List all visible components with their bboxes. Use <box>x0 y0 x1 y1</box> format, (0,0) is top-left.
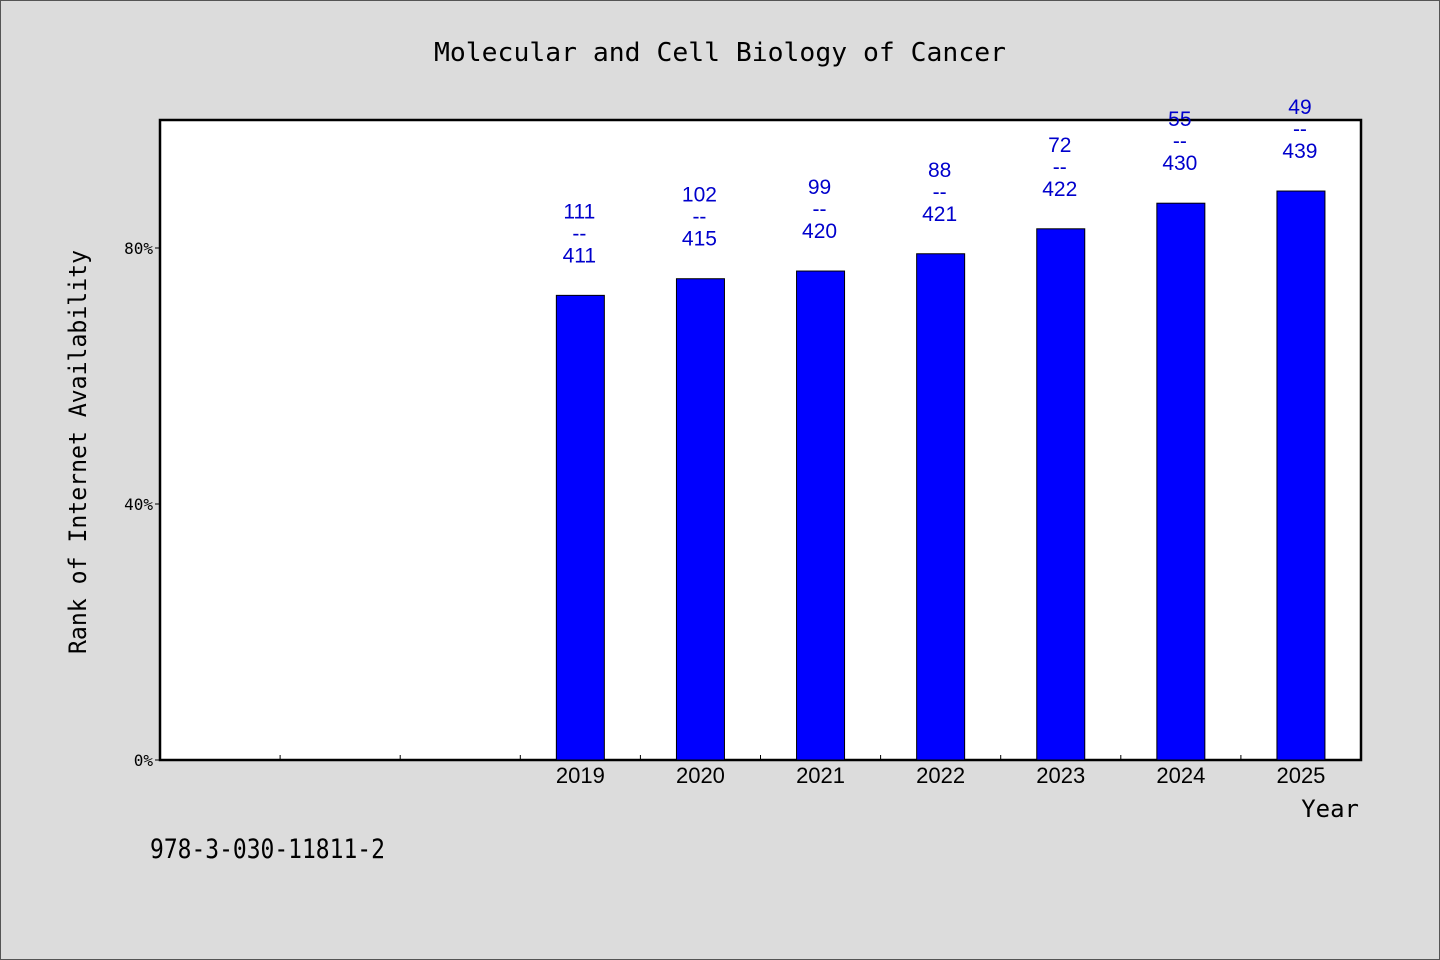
bar <box>675 278 725 761</box>
data-label: 422 <box>1042 178 1077 201</box>
data-label: 72 <box>1048 134 1071 157</box>
y-axis-label: Rank of Internet Availability <box>64 250 92 654</box>
isbn-label: 978-3-030-11811-2 <box>150 834 385 865</box>
bar <box>796 270 846 761</box>
data-label: 88 <box>928 159 951 182</box>
data-label: 102 <box>682 184 717 207</box>
x-tick-label: 2023 <box>1036 763 1085 788</box>
x-tick-label: 2019 <box>556 763 605 788</box>
data-label: -- <box>1293 118 1307 141</box>
x-tick-label: 2025 <box>1276 763 1325 788</box>
data-label: 415 <box>682 228 717 251</box>
data-label: 55 <box>1168 108 1191 131</box>
data-label: -- <box>1053 156 1067 179</box>
chart-title: Molecular and Cell Biology of Cancer <box>434 38 1006 68</box>
data-label: -- <box>1173 130 1187 153</box>
data-label: 411 <box>563 244 596 267</box>
x-tick-label: 2024 <box>1156 763 1205 788</box>
bar <box>916 253 966 761</box>
data-label: -- <box>572 222 586 245</box>
x-tick-label: 2022 <box>916 763 965 788</box>
data-label: 421 <box>922 203 957 226</box>
y-tick-label: 40% <box>124 495 153 514</box>
y-tick-label: 80% <box>124 239 153 258</box>
data-label: -- <box>692 206 706 229</box>
x-axis-label: Year <box>1301 795 1359 823</box>
x-tick-label: 2020 <box>676 763 725 788</box>
data-label: 420 <box>802 220 837 243</box>
bar <box>555 294 605 761</box>
data-label: 99 <box>808 176 831 199</box>
x-tick-label: 2021 <box>796 763 845 788</box>
data-label: 430 <box>1162 152 1197 175</box>
data-label: 49 <box>1288 96 1311 119</box>
data-label: 111 <box>563 200 595 223</box>
data-label: 439 <box>1282 140 1317 163</box>
data-label: -- <box>813 198 827 221</box>
bar <box>1036 228 1086 761</box>
bar <box>1276 190 1326 761</box>
data-label: -- <box>933 181 947 204</box>
y-tick-label: 0% <box>134 751 154 770</box>
bar <box>1156 202 1206 761</box>
